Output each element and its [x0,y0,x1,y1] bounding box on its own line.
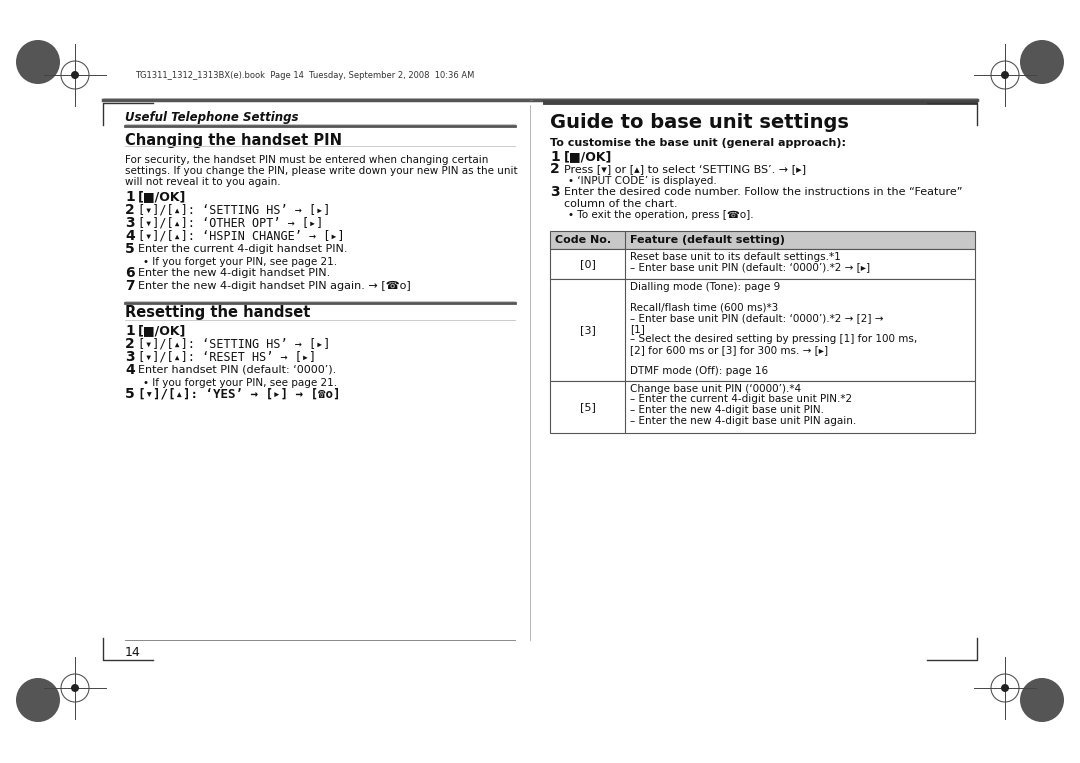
Text: 3: 3 [125,216,135,230]
Text: [▾]/[▴]: ‘RESET HS’ → [▸]: [▾]/[▴]: ‘RESET HS’ → [▸] [138,350,316,363]
Text: will not reveal it to you again.: will not reveal it to you again. [125,177,281,187]
Text: DTMF mode (Off): page 16: DTMF mode (Off): page 16 [630,366,768,376]
Text: [▾]/[▴]: ‘OTHER OPT’ → [▸]: [▾]/[▴]: ‘OTHER OPT’ → [▸] [138,217,323,230]
Circle shape [1020,40,1064,84]
Text: [■/OK]: [■/OK] [564,150,612,163]
Text: 5: 5 [125,242,135,256]
Text: Enter the new 4-digit handset PIN.: Enter the new 4-digit handset PIN. [138,268,330,278]
Text: 3: 3 [550,185,559,199]
Text: Recall/flash time (600 ms)*3: Recall/flash time (600 ms)*3 [630,303,779,313]
FancyBboxPatch shape [550,249,975,279]
Text: 2: 2 [550,162,559,176]
Text: Enter handset PIN (default: ‘0000’).: Enter handset PIN (default: ‘0000’). [138,365,336,375]
Text: Enter the new 4-digit handset PIN again. → [☎o]: Enter the new 4-digit handset PIN again.… [138,281,410,291]
Text: [▾]/[▴]: ‘HSPIN CHANGE’ → [▸]: [▾]/[▴]: ‘HSPIN CHANGE’ → [▸] [138,230,345,243]
Text: Change base unit PIN (‘0000’).*4: Change base unit PIN (‘0000’).*4 [630,384,801,394]
Text: [▾]/[▴]: ‘SETTING HS’ → [▸]: [▾]/[▴]: ‘SETTING HS’ → [▸] [138,204,330,217]
Text: 2: 2 [125,203,135,217]
Text: [3]: [3] [580,325,595,335]
Circle shape [1001,71,1009,79]
Text: 1: 1 [550,150,559,164]
Text: 3: 3 [125,350,135,364]
Text: • ‘INPUT CODE’ is displayed.: • ‘INPUT CODE’ is displayed. [568,176,717,186]
Circle shape [16,678,60,722]
Text: – Enter the current 4-digit base unit PIN.*2: – Enter the current 4-digit base unit PI… [630,394,852,404]
Text: – Enter base unit PIN (default: ‘0000’).*2 → [▸]: – Enter base unit PIN (default: ‘0000’).… [630,262,870,272]
Text: 7: 7 [125,279,135,293]
Text: [■/OK]: [■/OK] [138,191,187,204]
Text: Dialling mode (Tone): page 9: Dialling mode (Tone): page 9 [630,282,780,292]
Text: 5: 5 [125,387,135,401]
Text: – Select the desired setting by pressing [1] for 100 ms,: – Select the desired setting by pressing… [630,334,917,345]
Text: For security, the handset PIN must be entered when changing certain: For security, the handset PIN must be en… [125,155,488,165]
Text: [▾]/[▴]: ‘SETTING HS’ → [▸]: [▾]/[▴]: ‘SETTING HS’ → [▸] [138,337,330,350]
Circle shape [71,684,79,692]
Text: 1: 1 [125,324,135,338]
Text: Enter the current 4-digit handset PIN.: Enter the current 4-digit handset PIN. [138,244,348,254]
Text: Reset base unit to its default settings.*1: Reset base unit to its default settings.… [630,252,840,262]
Text: • If you forget your PIN, see page 21.: • If you forget your PIN, see page 21. [143,257,337,267]
Text: 1: 1 [125,190,135,204]
Text: 2: 2 [125,337,135,351]
Text: Enter the desired code number. Follow the instructions in the “Feature”: Enter the desired code number. Follow th… [564,187,962,197]
Text: [▾]/[▴]: ‘YES’ → [▸] → [☎o]: [▾]/[▴]: ‘YES’ → [▸] → [☎o] [138,388,340,401]
FancyBboxPatch shape [550,381,975,433]
Text: Changing the handset PIN: Changing the handset PIN [125,133,342,147]
FancyBboxPatch shape [550,279,975,381]
Circle shape [1001,684,1009,692]
Text: – Enter the new 4-digit base unit PIN again.: – Enter the new 4-digit base unit PIN ag… [630,416,856,426]
Text: • If you forget your PIN, see page 21.: • If you forget your PIN, see page 21. [143,378,337,388]
Circle shape [71,71,79,79]
Text: Useful Telephone Settings: Useful Telephone Settings [125,111,298,124]
Text: To customise the base unit (general approach):: To customise the base unit (general appr… [550,138,846,148]
Text: [5]: [5] [580,402,595,412]
Circle shape [1020,678,1064,722]
Text: • To exit the operation, press [☎o].: • To exit the operation, press [☎o]. [568,210,754,220]
Text: settings. If you change the PIN, please write down your new PIN as the unit: settings. If you change the PIN, please … [125,166,517,176]
Text: Code No.: Code No. [555,235,611,245]
Text: – Enter base unit PIN (default: ‘0000’).*2 → [2] →: – Enter base unit PIN (default: ‘0000’).… [630,314,883,324]
Text: 14: 14 [125,645,140,658]
Text: Guide to base unit settings: Guide to base unit settings [550,112,849,131]
Text: – Enter the new 4-digit base unit PIN.: – Enter the new 4-digit base unit PIN. [630,405,824,415]
Text: Feature (default setting): Feature (default setting) [630,235,785,245]
Text: TG1311_1312_1313BX(e).book  Page 14  Tuesday, September 2, 2008  10:36 AM: TG1311_1312_1313BX(e).book Page 14 Tuesd… [135,70,474,79]
Text: [■/OK]: [■/OK] [138,324,187,337]
Text: 4: 4 [125,229,135,243]
Text: 6: 6 [125,266,135,280]
Text: column of the chart.: column of the chart. [564,199,677,209]
Text: Press [▾] or [▴] to select ‘SETTING BS’. → [▸]: Press [▾] or [▴] to select ‘SETTING BS’.… [564,164,806,174]
Text: [0]: [0] [580,259,595,269]
Text: Resetting the handset: Resetting the handset [125,305,310,320]
Text: 4: 4 [125,363,135,377]
Text: [2] for 600 ms or [3] for 300 ms. → [▸]: [2] for 600 ms or [3] for 300 ms. → [▸] [630,345,828,355]
FancyBboxPatch shape [550,231,975,249]
Circle shape [16,40,60,84]
Text: [1]: [1] [630,324,645,334]
